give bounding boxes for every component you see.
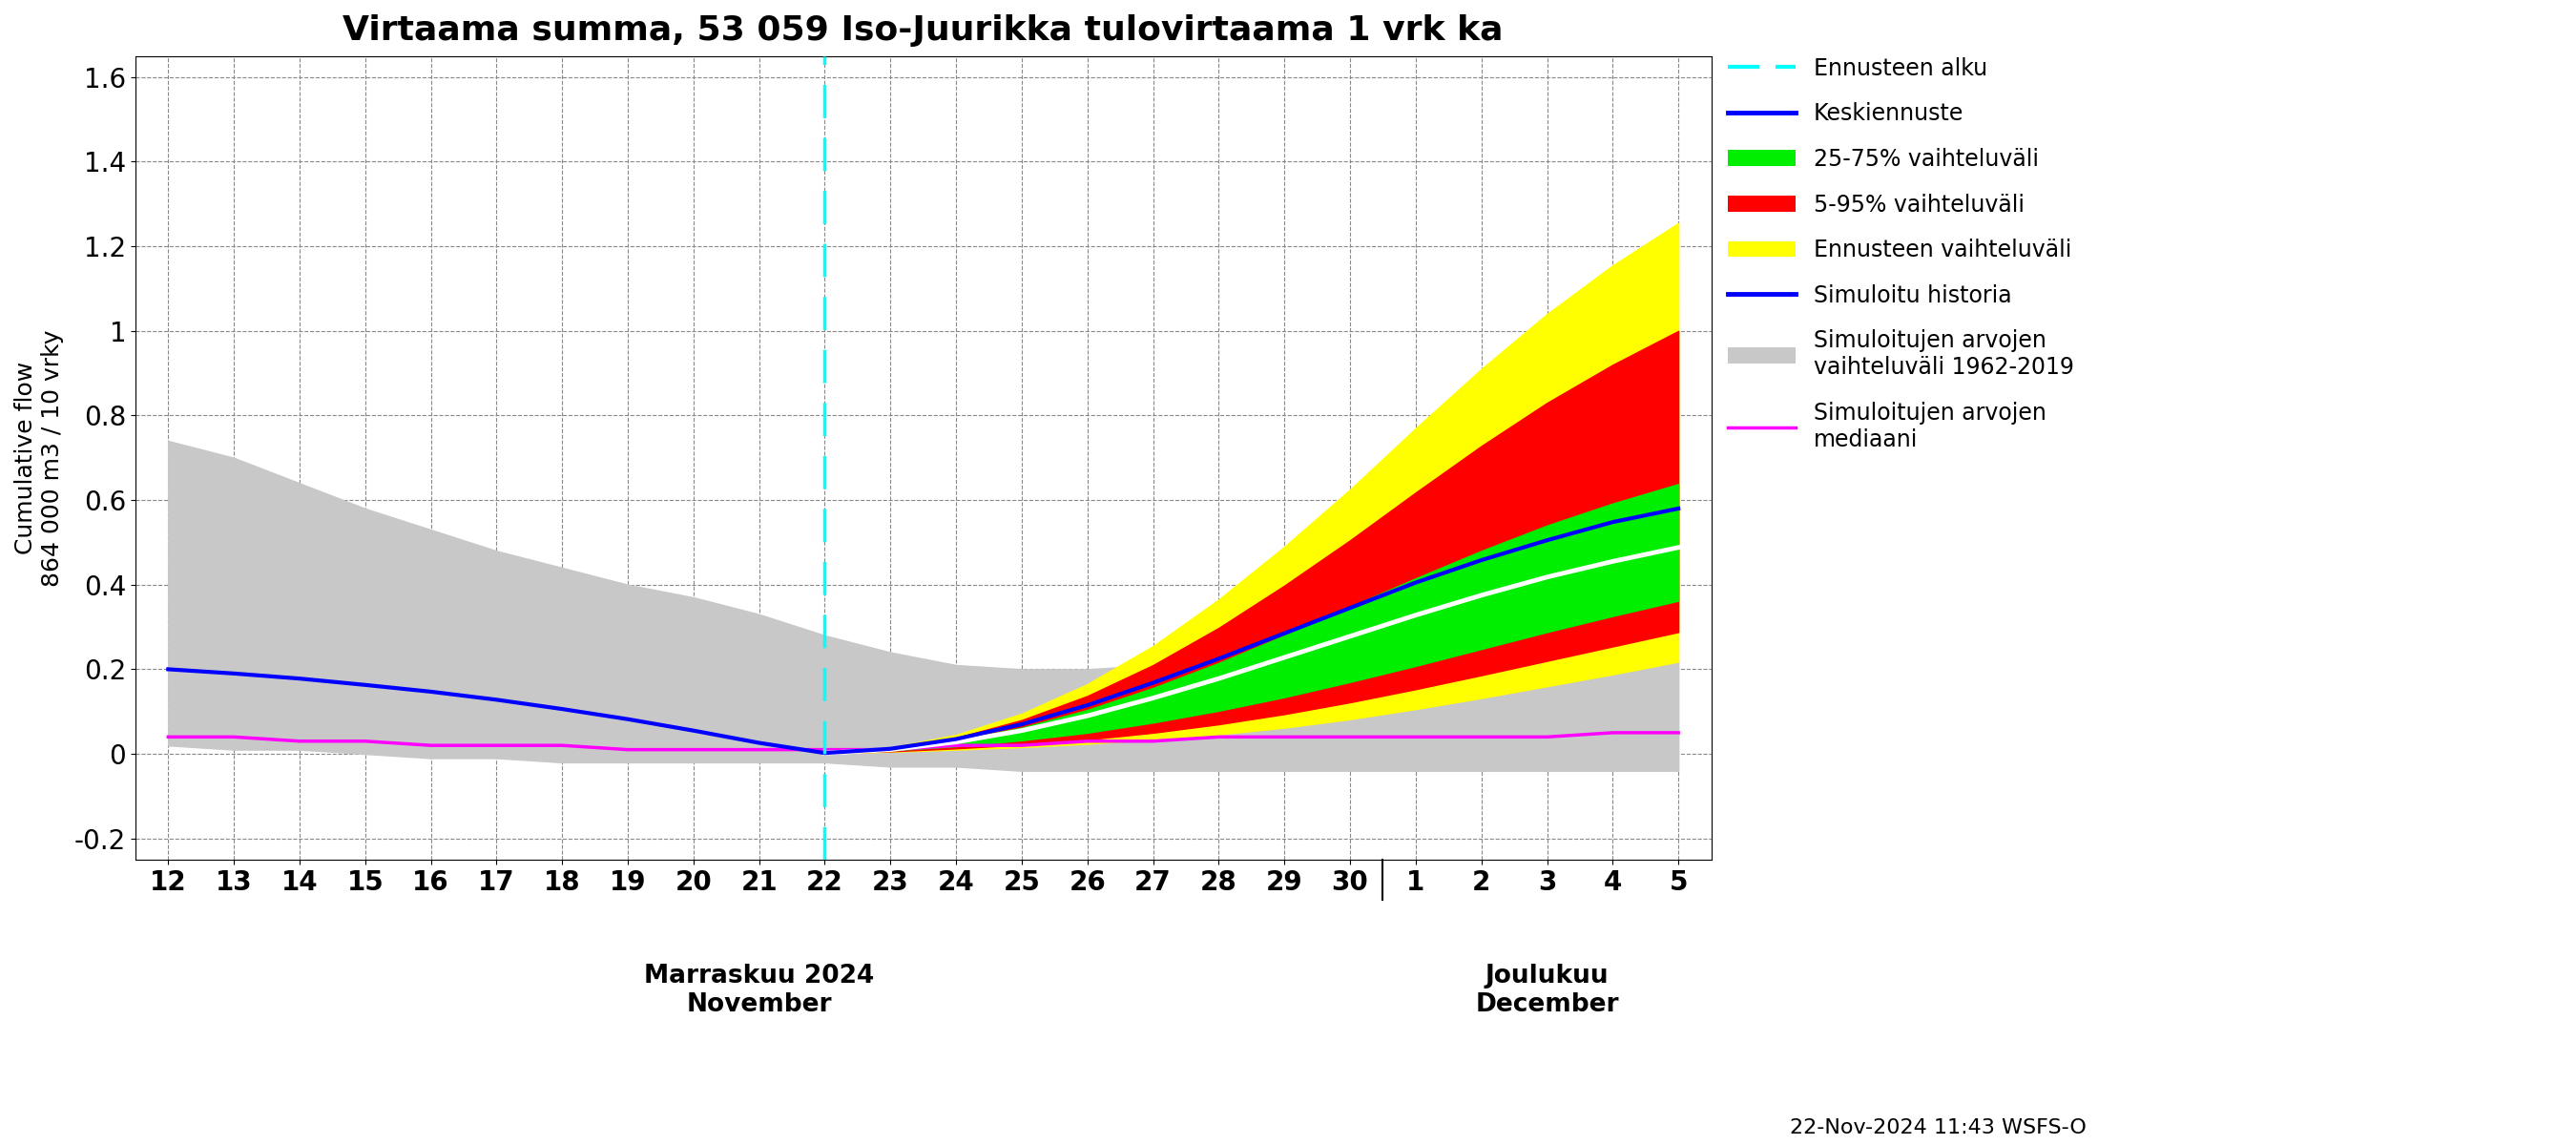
Title: Virtaama summa, 53 059 Iso-Juurikka tulovirtaama 1 vrk ka: Virtaama summa, 53 059 Iso-Juurikka tulo…: [343, 14, 1504, 47]
Text: 22-Nov-2024 11:43 WSFS-O: 22-Nov-2024 11:43 WSFS-O: [1790, 1119, 2087, 1137]
Text: Marraskuu 2024
November: Marraskuu 2024 November: [644, 964, 873, 1018]
Legend: Ennusteen alku, Keskiennuste, 25-75% vaihteluväli, 5-95% vaihteluväli, Ennusteen: Ennusteen alku, Keskiennuste, 25-75% vai…: [1718, 48, 2084, 460]
Text: Joulukuu
December: Joulukuu December: [1476, 964, 1618, 1018]
Y-axis label: Cumulative flow
864 000 m3 / 10 vrky: Cumulative flow 864 000 m3 / 10 vrky: [15, 330, 64, 586]
